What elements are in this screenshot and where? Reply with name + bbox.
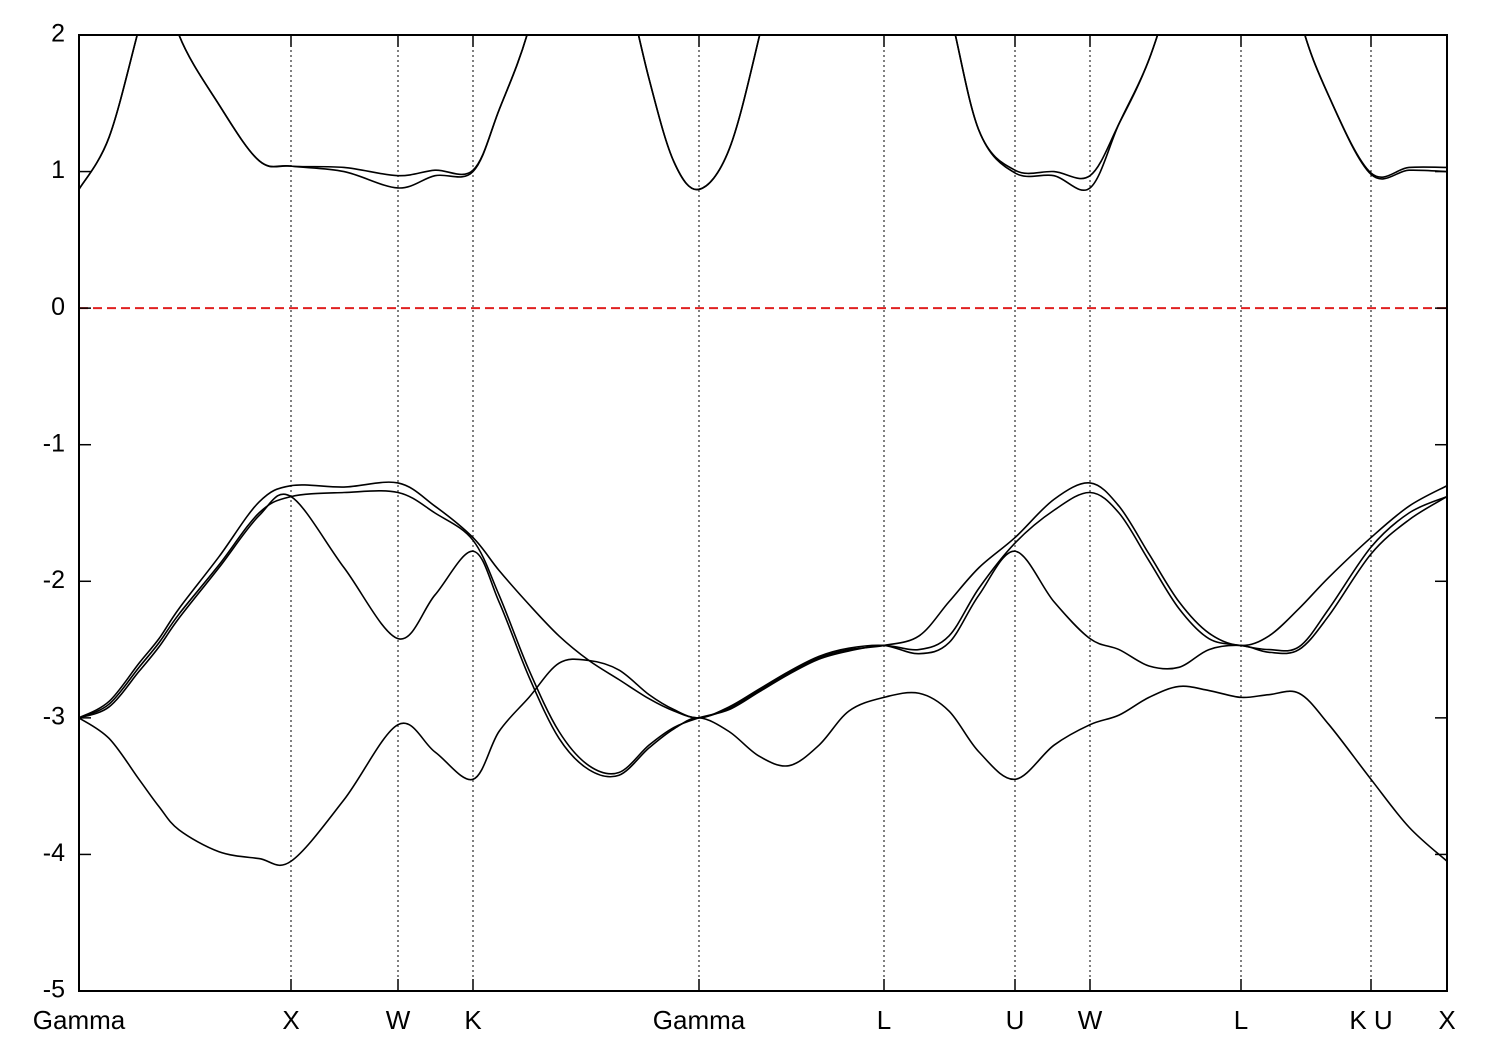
band-line: [79, 35, 1447, 191]
plot-area: [79, 35, 1447, 866]
y-tick-label: 0: [51, 293, 65, 321]
y-tick-label: -3: [43, 702, 65, 730]
grid-layer: [78, 35, 1448, 991]
band-line: [79, 35, 1447, 191]
x-tick-label: X: [1438, 1005, 1455, 1035]
x-tick-label: Gamma: [33, 1005, 126, 1035]
plot-frame: [78, 34, 1448, 992]
x-tick-label: K: [464, 1005, 482, 1035]
y-tick-label: -4: [43, 839, 65, 867]
band-line: [79, 481, 1447, 719]
y-tick-label: -2: [43, 566, 65, 594]
x-tick-label: Gamma: [653, 1005, 746, 1035]
y-tick-label: 1: [51, 156, 65, 184]
band-line: [79, 493, 1447, 862]
x-tick-label: L: [1234, 1005, 1248, 1035]
y-tick-label: 2: [51, 20, 65, 48]
x-tick-label: X: [282, 1005, 299, 1035]
y-tick-label: -5: [43, 976, 65, 1004]
y-tick-label: -1: [43, 429, 65, 457]
band-line: [79, 495, 1447, 866]
axes-layer: -5 -4 -3 -2 -1 0 1 2 Gamma X W K Gamma L U W L K U X: [33, 20, 1456, 1035]
x-tick-label: L: [877, 1005, 891, 1035]
x-tick-label: W: [1078, 1005, 1103, 1035]
band-line: [79, 490, 1447, 775]
x-tick-label: K U: [1349, 1005, 1392, 1035]
x-tick-label: U: [1006, 1005, 1025, 1035]
x-tick-label: W: [386, 1005, 411, 1035]
